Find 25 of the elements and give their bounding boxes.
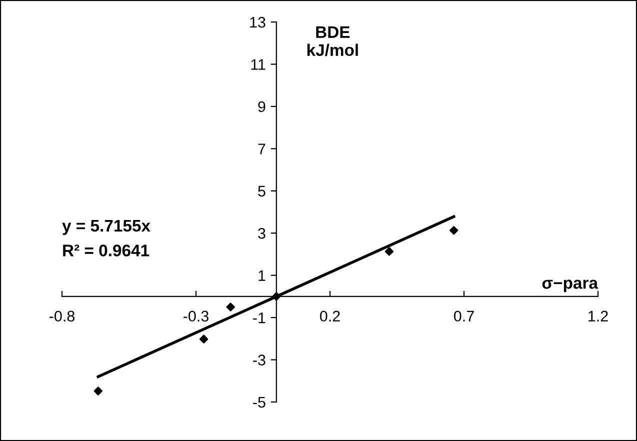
x-tick-label: 1.2 <box>588 310 608 322</box>
y-tick-label: 5 <box>258 186 266 197</box>
y-tick-label: -5 <box>253 397 266 408</box>
x-tick-label: -0.8 <box>50 310 74 322</box>
annotation: y = 5.7155x <box>62 220 150 235</box>
point <box>384 247 394 256</box>
y-tick-label: -1 <box>253 312 266 324</box>
x-tick-label: -0.3 <box>184 310 208 322</box>
y-tick-label: 13 <box>250 16 266 28</box>
y-tick-label: 9 <box>258 101 266 112</box>
y-tick-label: 3 <box>258 228 266 239</box>
point <box>449 226 458 235</box>
y-tick-label: 11 <box>251 59 266 70</box>
x-tick-label: 0.7 <box>454 310 474 322</box>
y-tick-label: -3 <box>253 354 266 366</box>
y-tick-label: 1 <box>258 270 266 281</box>
y-tick-label: 7 <box>258 144 266 154</box>
point <box>199 334 208 344</box>
y-axis-title: BDE kJ/mol <box>307 26 358 56</box>
point <box>94 386 103 396</box>
x-axis-title: σ−para <box>542 280 598 292</box>
x-tick-label: 0.2 <box>320 310 340 322</box>
point <box>226 302 235 312</box>
annotation: R² = 0.9641 <box>63 244 150 256</box>
point <box>272 292 281 301</box>
